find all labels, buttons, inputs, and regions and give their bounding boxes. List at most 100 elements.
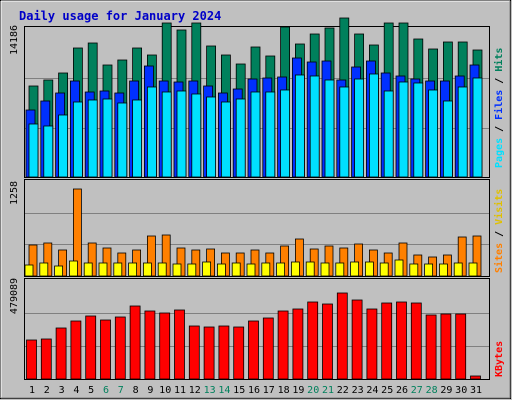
top-legend: Pages / Files / Hits [493,48,505,168]
legend-sites: Sites [493,243,505,273]
bar-kbytes-31 [470,375,481,380]
x-tick-23: 23 [352,385,364,396]
bar-pages-27 [413,82,424,178]
bar-kbytes-30 [455,313,467,380]
bar-kbytes-7 [114,316,126,380]
legend-hits: Hits [493,48,505,72]
bar-pages-6 [102,98,113,178]
bar-sites-17 [261,262,271,277]
bar-kbytes-17 [262,317,274,380]
x-tick-4: 4 [73,385,79,396]
x-tick-11: 11 [174,385,186,396]
bar-pages-1 [28,123,39,178]
bar-kbytes-15 [233,326,245,380]
bar-pages-14 [220,101,231,178]
legend-kbytes: KBytes [494,341,505,377]
bar-sites-13 [202,261,212,277]
legend-pages: Pages [494,138,505,168]
bar-sites-20 [305,261,315,277]
x-tick-16: 16 [248,385,260,396]
bar-sites-19 [290,261,300,277]
bar-pages-10 [161,91,172,178]
bar-kbytes-8 [129,305,141,380]
bar-pages-28 [428,89,439,178]
bar-pages-24 [368,73,379,178]
bar-pages-21 [324,79,335,178]
bar-pages-23 [354,78,365,178]
x-tick-26: 26 [396,385,408,396]
bar-sites-5 [83,262,93,277]
bar-sites-23 [350,261,360,277]
bar-kbytes-4 [70,320,82,380]
bot-ymax-label: 479089 [9,278,20,314]
x-tick-17: 17 [263,385,275,396]
bar-kbytes-20 [307,301,319,380]
x-tick-13: 13 [204,385,216,396]
bar-sites-1 [24,264,34,277]
x-tick-6: 6 [103,385,109,396]
bar-pages-22 [339,86,350,178]
bar-pages-7 [117,102,128,178]
x-tick-2: 2 [44,385,50,396]
bar-sites-14 [216,263,226,277]
x-tick-22: 22 [337,385,349,396]
x-tick-19: 19 [292,385,304,396]
x-tick-15: 15 [233,385,245,396]
x-tick-25: 25 [381,385,393,396]
bar-kbytes-3 [55,327,67,380]
bar-pages-3 [58,114,68,178]
bar-kbytes-27 [410,302,422,380]
bar-sites-2 [39,262,49,277]
bar-kbytes-24 [366,308,378,380]
chart-title: Daily usage for January 2024 [19,9,221,23]
chart-marks [24,17,489,380]
x-tick-20: 20 [307,385,319,396]
bar-pages-18 [280,89,291,178]
bar-pages-26 [398,81,409,178]
bar-sites-6 [98,262,108,277]
bar-pages-11 [176,90,187,178]
bar-kbytes-2 [40,338,52,380]
bar-kbytes-5 [85,315,97,380]
bar-pages-19 [294,74,305,178]
bar-pages-25 [383,90,394,178]
bar-sites-11 [172,263,182,277]
panel-top-frame [24,26,490,178]
top-ymax-label: 14186 [9,25,20,55]
bar-pages-30 [457,86,468,178]
bar-kbytes-9 [144,310,156,380]
x-tick-8: 8 [133,385,139,396]
bar-pages-29 [442,100,453,178]
bar-sites-26 [394,259,404,277]
bar-kbytes-13 [203,326,215,380]
x-tick-29: 29 [440,385,452,396]
bar-pages-16 [250,91,261,178]
x-tick-5: 5 [88,385,94,396]
panel-bot-frame [24,278,490,380]
bar-kbytes-23 [351,299,363,380]
bar-kbytes-29 [440,313,452,380]
bar-kbytes-25 [381,302,393,380]
bar-pages-2 [43,125,54,178]
bar-kbytes-16 [248,320,259,380]
x-tick-12: 12 [189,385,201,396]
bar-pages-5 [87,99,98,178]
bar-kbytes-12 [188,325,200,380]
bar-sites-4 [69,260,78,277]
bar-sites-15 [231,262,241,277]
bar-sites-28 [424,263,434,277]
bar-sites-29 [438,263,448,277]
legend-visits: Visits [493,189,505,225]
bar-sites-25 [379,262,389,277]
x-tick-3: 3 [59,385,65,396]
bar-kbytes-11 [174,309,185,380]
legend-files: Files [493,90,505,120]
bar-pages-4 [73,101,83,178]
bar-sites-16 [246,263,256,277]
bar-kbytes-26 [396,301,407,380]
bar-sites-24 [364,261,374,277]
x-tick-10: 10 [159,385,171,396]
bar-pages-12 [191,93,202,178]
